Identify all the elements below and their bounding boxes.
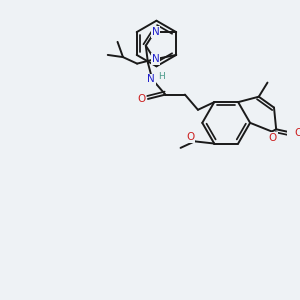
Text: N: N	[147, 74, 155, 84]
Text: H: H	[158, 72, 164, 81]
Text: O: O	[186, 132, 194, 142]
Text: O: O	[269, 133, 277, 143]
Text: O: O	[137, 94, 146, 104]
Text: N: N	[152, 27, 159, 37]
Text: N: N	[152, 54, 159, 64]
Text: O: O	[295, 128, 300, 138]
